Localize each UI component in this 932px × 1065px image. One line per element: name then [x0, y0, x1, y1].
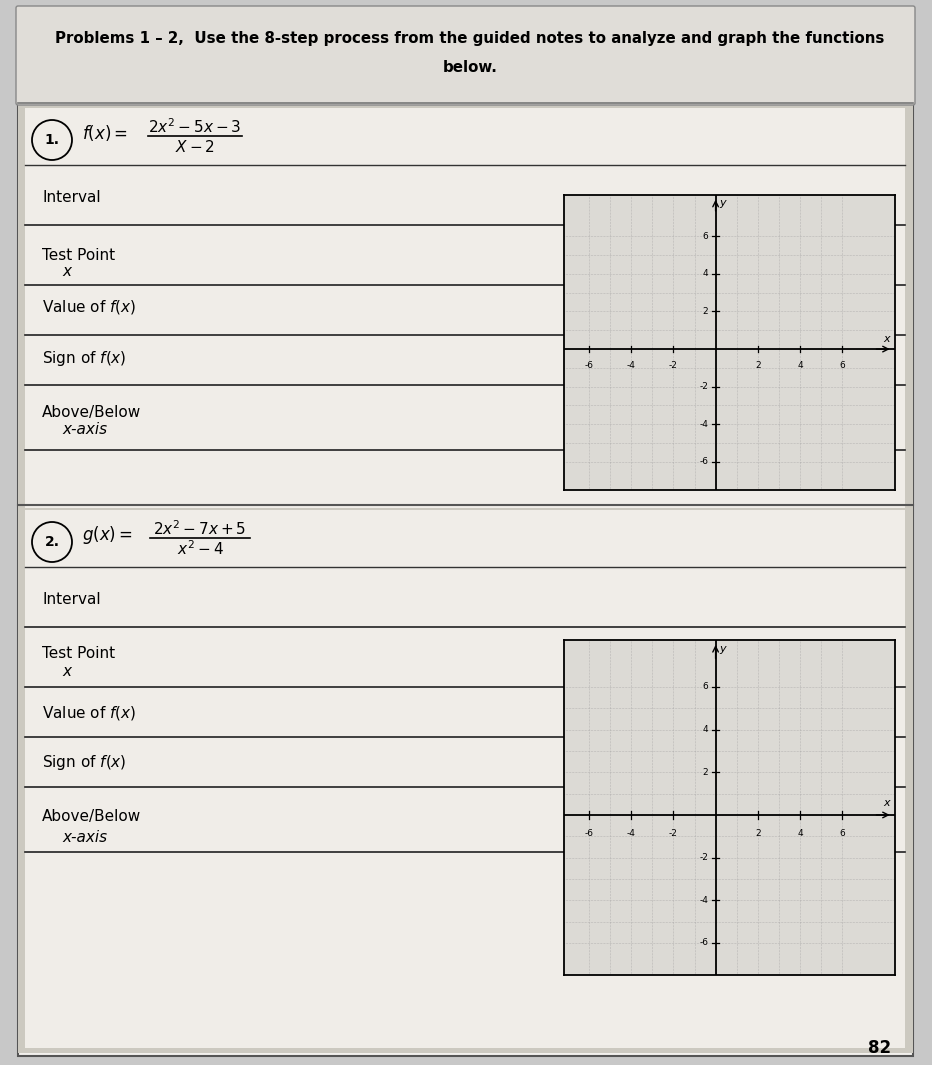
Text: 2: 2	[703, 768, 708, 776]
Text: 4: 4	[797, 829, 802, 838]
Text: -4: -4	[699, 420, 708, 429]
Text: $X-2$: $X-2$	[175, 140, 215, 155]
Text: -2: -2	[669, 361, 678, 371]
Text: -2: -2	[699, 853, 708, 863]
Text: $x^2-4$: $x^2-4$	[176, 540, 224, 558]
Text: -4: -4	[627, 829, 636, 838]
FancyBboxPatch shape	[25, 108, 905, 508]
Text: x-axis: x-axis	[62, 830, 107, 845]
Text: x: x	[883, 333, 890, 344]
Text: Value of $f(x)$: Value of $f(x)$	[42, 704, 136, 722]
Text: 1.: 1.	[45, 133, 60, 147]
Text: -6: -6	[699, 938, 708, 948]
Text: 4: 4	[703, 725, 708, 734]
FancyBboxPatch shape	[18, 103, 913, 513]
Text: x: x	[62, 264, 71, 279]
Text: y: y	[720, 643, 726, 654]
Text: -6: -6	[584, 829, 594, 838]
Text: 82: 82	[869, 1039, 892, 1056]
Text: $2x^2-7x+5$: $2x^2-7x+5$	[154, 520, 247, 538]
Text: x: x	[62, 663, 71, 678]
Text: 2: 2	[755, 361, 761, 371]
Text: 2: 2	[755, 829, 761, 838]
Text: 2.: 2.	[45, 535, 60, 548]
Text: Sign of $f(x)$: Sign of $f(x)$	[42, 754, 127, 772]
Text: -6: -6	[584, 361, 594, 371]
FancyBboxPatch shape	[18, 9, 913, 1056]
Text: Sign of $f(x)$: Sign of $f(x)$	[42, 348, 127, 367]
Text: below.: below.	[443, 61, 498, 76]
Text: -2: -2	[699, 382, 708, 391]
FancyBboxPatch shape	[25, 510, 905, 1048]
Text: 4: 4	[703, 269, 708, 278]
Text: 6: 6	[839, 361, 845, 371]
Text: 6: 6	[703, 683, 708, 691]
FancyBboxPatch shape	[18, 505, 913, 1053]
Text: 4: 4	[797, 361, 802, 371]
Text: -4: -4	[699, 896, 708, 905]
Text: Value of $f(x)$: Value of $f(x)$	[42, 298, 136, 316]
Text: Interval: Interval	[42, 190, 101, 204]
Text: Interval: Interval	[42, 591, 101, 606]
Text: Above/Below: Above/Below	[42, 405, 142, 420]
Text: $g(x)=$: $g(x)=$	[82, 524, 132, 546]
Circle shape	[32, 522, 72, 562]
Text: 2: 2	[703, 307, 708, 316]
Text: $f(x)=$: $f(x)=$	[82, 122, 128, 143]
Text: Problems 1 – 2,  Use the 8-step process from the guided notes to analyze and gra: Problems 1 – 2, Use the 8-step process f…	[55, 31, 884, 46]
Text: Test Point: Test Point	[42, 248, 116, 263]
Text: x: x	[883, 799, 890, 808]
Text: 6: 6	[703, 232, 708, 241]
Text: 6: 6	[839, 829, 845, 838]
Text: x-axis: x-axis	[62, 423, 107, 438]
Circle shape	[32, 120, 72, 160]
Text: y: y	[720, 197, 726, 208]
Text: -2: -2	[669, 829, 678, 838]
Text: Above/Below: Above/Below	[42, 809, 142, 824]
Text: Test Point: Test Point	[42, 645, 116, 660]
Text: $2x^2-5x-3$: $2x^2-5x-3$	[148, 117, 241, 136]
Text: -4: -4	[627, 361, 636, 371]
Text: -6: -6	[699, 457, 708, 466]
FancyBboxPatch shape	[16, 6, 915, 105]
